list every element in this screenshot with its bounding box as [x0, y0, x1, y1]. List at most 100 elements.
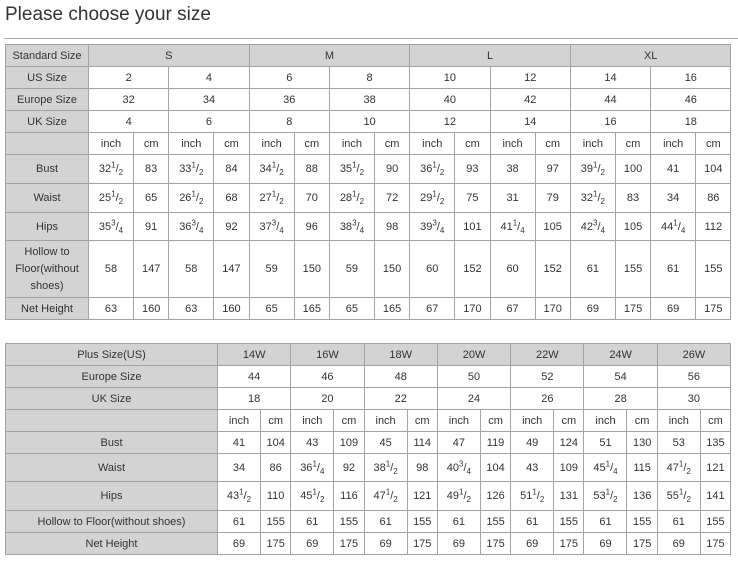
unit-header: inch [436, 409, 481, 432]
table-cell: 121 [406, 481, 438, 511]
page-title: Please choose your size [5, 4, 211, 25]
size-header: 22W [510, 343, 585, 366]
unit-header: cm [213, 132, 250, 155]
table-cell: 451/4 [583, 453, 628, 482]
table-cell: 56 [656, 365, 732, 388]
table-cell: 38 [328, 88, 411, 111]
table-cell: 69 [656, 532, 701, 555]
unit-header: inch [489, 132, 536, 155]
table-cell: 10 [409, 66, 491, 89]
table-cell: 61 [290, 510, 335, 533]
table-cell: 63 [168, 297, 215, 320]
table-cell: 141 [699, 481, 732, 511]
table-cell: 10 [328, 110, 411, 133]
table-cell: 52 [510, 365, 585, 388]
table-cell: 44 [216, 365, 292, 388]
table-cell: 24 [436, 387, 512, 410]
table-cell: 70 [293, 183, 330, 213]
table-cell: 50 [436, 365, 512, 388]
table-cell: 98 [373, 212, 411, 241]
unit-header: cm [333, 409, 365, 432]
table-cell: 2 [87, 66, 170, 89]
table-cell: 68 [213, 183, 250, 213]
table-cell: 114 [406, 431, 438, 454]
table-cell: 124 [553, 431, 585, 454]
table-cell: 60 [489, 240, 536, 298]
table-cell: 43 [290, 431, 335, 454]
table-cell: 155 [406, 510, 438, 533]
table-cell: 381/2 [363, 453, 408, 482]
unit-header: cm [614, 132, 652, 155]
table-cell: 51 [583, 431, 628, 454]
unit-header: cm [293, 132, 330, 155]
table-cell: 341/2 [248, 154, 295, 184]
table-cell: 160 [213, 297, 250, 320]
row-label: US Size [5, 66, 89, 89]
row-label: Bust [5, 431, 218, 454]
table-cell: 175 [699, 532, 732, 555]
table-cell: 361/2 [409, 154, 456, 184]
table-cell: 67 [409, 297, 456, 320]
table-cell: 321/2 [569, 183, 616, 213]
table-row: Bust 41 104 43 109 45 114 47 119 49 124 51 130 53 135 [5, 431, 732, 454]
table-cell: 100 [614, 154, 652, 184]
unit-header: inch [363, 409, 408, 432]
row-label: Net Height [5, 297, 89, 320]
unit-header: cm [406, 409, 438, 432]
table-cell: 98 [406, 453, 438, 482]
units-row: inch cm inch cm inch cm inch cm inch cm inch cm inch… [5, 132, 732, 155]
table-cell: 91 [132, 212, 170, 241]
standard-size-table: Standard Size S M L XL US Size 2 4 6 8 10 12 14 16 Eur… [5, 44, 732, 320]
table-cell: 104 [479, 453, 512, 482]
table-cell: 69 [583, 532, 628, 555]
table-cell: 155 [626, 510, 658, 533]
table-cell: 69 [650, 297, 697, 320]
table-cell: 44 [569, 88, 652, 111]
table-cell: 471/2 [656, 453, 701, 482]
unit-header: cm [479, 409, 512, 432]
unit-header: cm [626, 409, 658, 432]
unit-header: inch [248, 132, 295, 155]
table-cell: 61 [583, 510, 628, 533]
header-row: Plus Size(US) 14W 16W 18W 20W 22W 24W 26W [5, 343, 732, 366]
size-header: 24W [583, 343, 658, 366]
table-row: Europe Size 32 34 36 38 40 42 44 46 [5, 88, 732, 111]
table-row: UK Size 4 6 8 10 12 14 16 18 [5, 110, 732, 133]
table-cell: 18 [650, 110, 732, 133]
table-cell: 147 [132, 240, 170, 298]
table-cell: 109 [333, 431, 365, 454]
table-cell: 79 [534, 183, 571, 213]
table-cell: 34 [650, 183, 697, 213]
table-cell: 411/4 [489, 212, 536, 241]
table-cell: 155 [699, 510, 732, 533]
unit-header: cm [259, 409, 292, 432]
row-label: Waist [5, 453, 218, 482]
table-cell: 130 [626, 431, 658, 454]
table-cell: 491/2 [436, 481, 481, 511]
table-cell: 36 [248, 88, 330, 111]
table-cell: 383/4 [328, 212, 375, 241]
unit-header: cm [373, 132, 411, 155]
table-cell: 22 [363, 387, 438, 410]
table-cell: 46 [290, 365, 365, 388]
table-cell: 69 [436, 532, 481, 555]
table-row: Net Height 63 160 63 160 65 165 65 165 67 170 67 170… [5, 297, 732, 320]
table-row: US Size 2 4 6 8 10 12 14 16 [5, 66, 732, 89]
table-cell: 47 [436, 431, 481, 454]
unit-header: inch [217, 409, 261, 432]
row-label [5, 132, 89, 155]
table-cell: 6 [248, 66, 330, 89]
table-cell: 61 [569, 240, 616, 298]
table-cell: 131 [553, 481, 585, 511]
size-group-header: M [248, 44, 411, 67]
table-cell: 431/2 [217, 481, 261, 511]
table-cell: 34 [217, 453, 261, 482]
table-cell: 59 [248, 240, 295, 298]
row-label: Hollow to Floor(without shoes) [5, 240, 89, 298]
table-row: Hips 431/2 110 451/2 116 471/2 121 491/2 126 511/… [5, 481, 732, 511]
unit-header: inch [290, 409, 335, 432]
table-cell: 4 [87, 110, 170, 133]
table-cell: 48 [363, 365, 438, 388]
table-cell: 12 [409, 110, 491, 133]
size-header: 16W [290, 343, 365, 366]
